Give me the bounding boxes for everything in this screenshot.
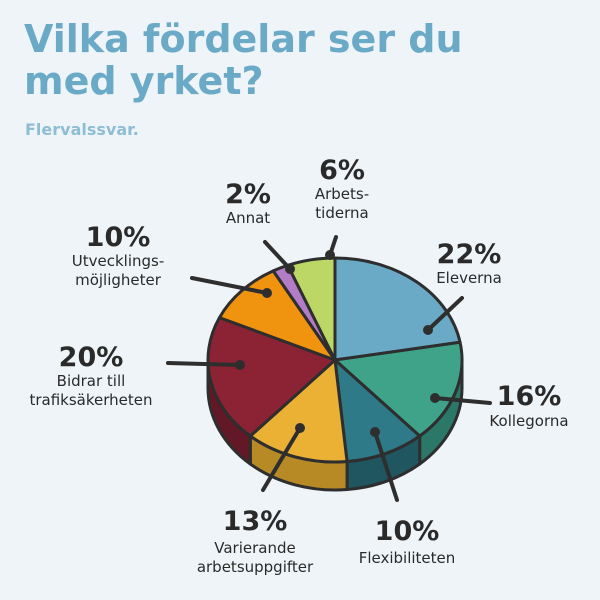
leader-dot-6: [285, 264, 295, 274]
chart-subtitle: Flervalssvar.: [25, 120, 139, 139]
leader-dot-1: [430, 393, 440, 403]
slice-percent-6: 2%: [225, 179, 271, 210]
slice-label-0-line-0: Eleverna: [436, 269, 502, 287]
leader-line-5: [190, 276, 269, 295]
slice-label-2-line-0: Flexibiliteten: [359, 549, 456, 567]
leader-line-1: [433, 396, 492, 405]
leader-dot-2: [370, 427, 380, 437]
leader-dot-7: [325, 250, 335, 260]
leader-line-3: [261, 426, 302, 492]
slice-percent-4: 20%: [59, 342, 124, 373]
leader-line-6: [263, 240, 292, 271]
leader-line-2: [373, 430, 399, 502]
slice-label-5-line-1: möjligheter: [75, 271, 162, 289]
slice-percent-5: 10%: [86, 222, 151, 253]
slice-label-3-line-1: arbetsuppgifter: [197, 558, 314, 576]
slice-label-6-line-0: Annat: [226, 209, 270, 227]
leader-dot-4: [235, 360, 245, 370]
leader-lines: [166, 235, 492, 502]
leader-dots: [235, 250, 440, 437]
slice-labels: 22%Eleverna 16%Kollegorna 10% Flexibilitete…: [29, 155, 568, 576]
slice-percent-0: 22%: [437, 239, 502, 270]
slice-label-5-line-0: Utvecklings-: [72, 252, 165, 270]
leader-line-4: [166, 361, 242, 367]
slice-percent-7: 6%: [319, 155, 365, 186]
leader-dot-3: [295, 423, 305, 433]
slice-label-3-line-0: Varierande: [214, 539, 295, 557]
slice-label-4-line-0: Bidrar till: [57, 372, 126, 390]
slice-label-7-line-0: Arbets-: [315, 185, 369, 203]
pie-slices: [206, 256, 464, 464]
slice-label-4-line-1: trafiksäkerheten: [29, 391, 152, 409]
chart-title: Vilka fördelar ser du med yrket?: [24, 17, 463, 103]
slice-percent-2: 10%: [375, 516, 440, 547]
pie-slice-4: [206, 316, 337, 438]
slice-percent-3: 13%: [223, 506, 288, 537]
leader-line-0: [426, 296, 464, 332]
pie-slice-1: [333, 340, 464, 438]
leader-dot-0: [423, 325, 433, 335]
slice-label-1-line-0: Kollegorna: [489, 412, 568, 430]
pie-slice-2: [333, 358, 422, 464]
leader-dot-5: [262, 288, 272, 298]
pie-slice-3: [248, 358, 349, 464]
slice-percent-1: 16%: [497, 381, 562, 412]
slice-label-7-line-1: tiderna: [315, 204, 368, 222]
